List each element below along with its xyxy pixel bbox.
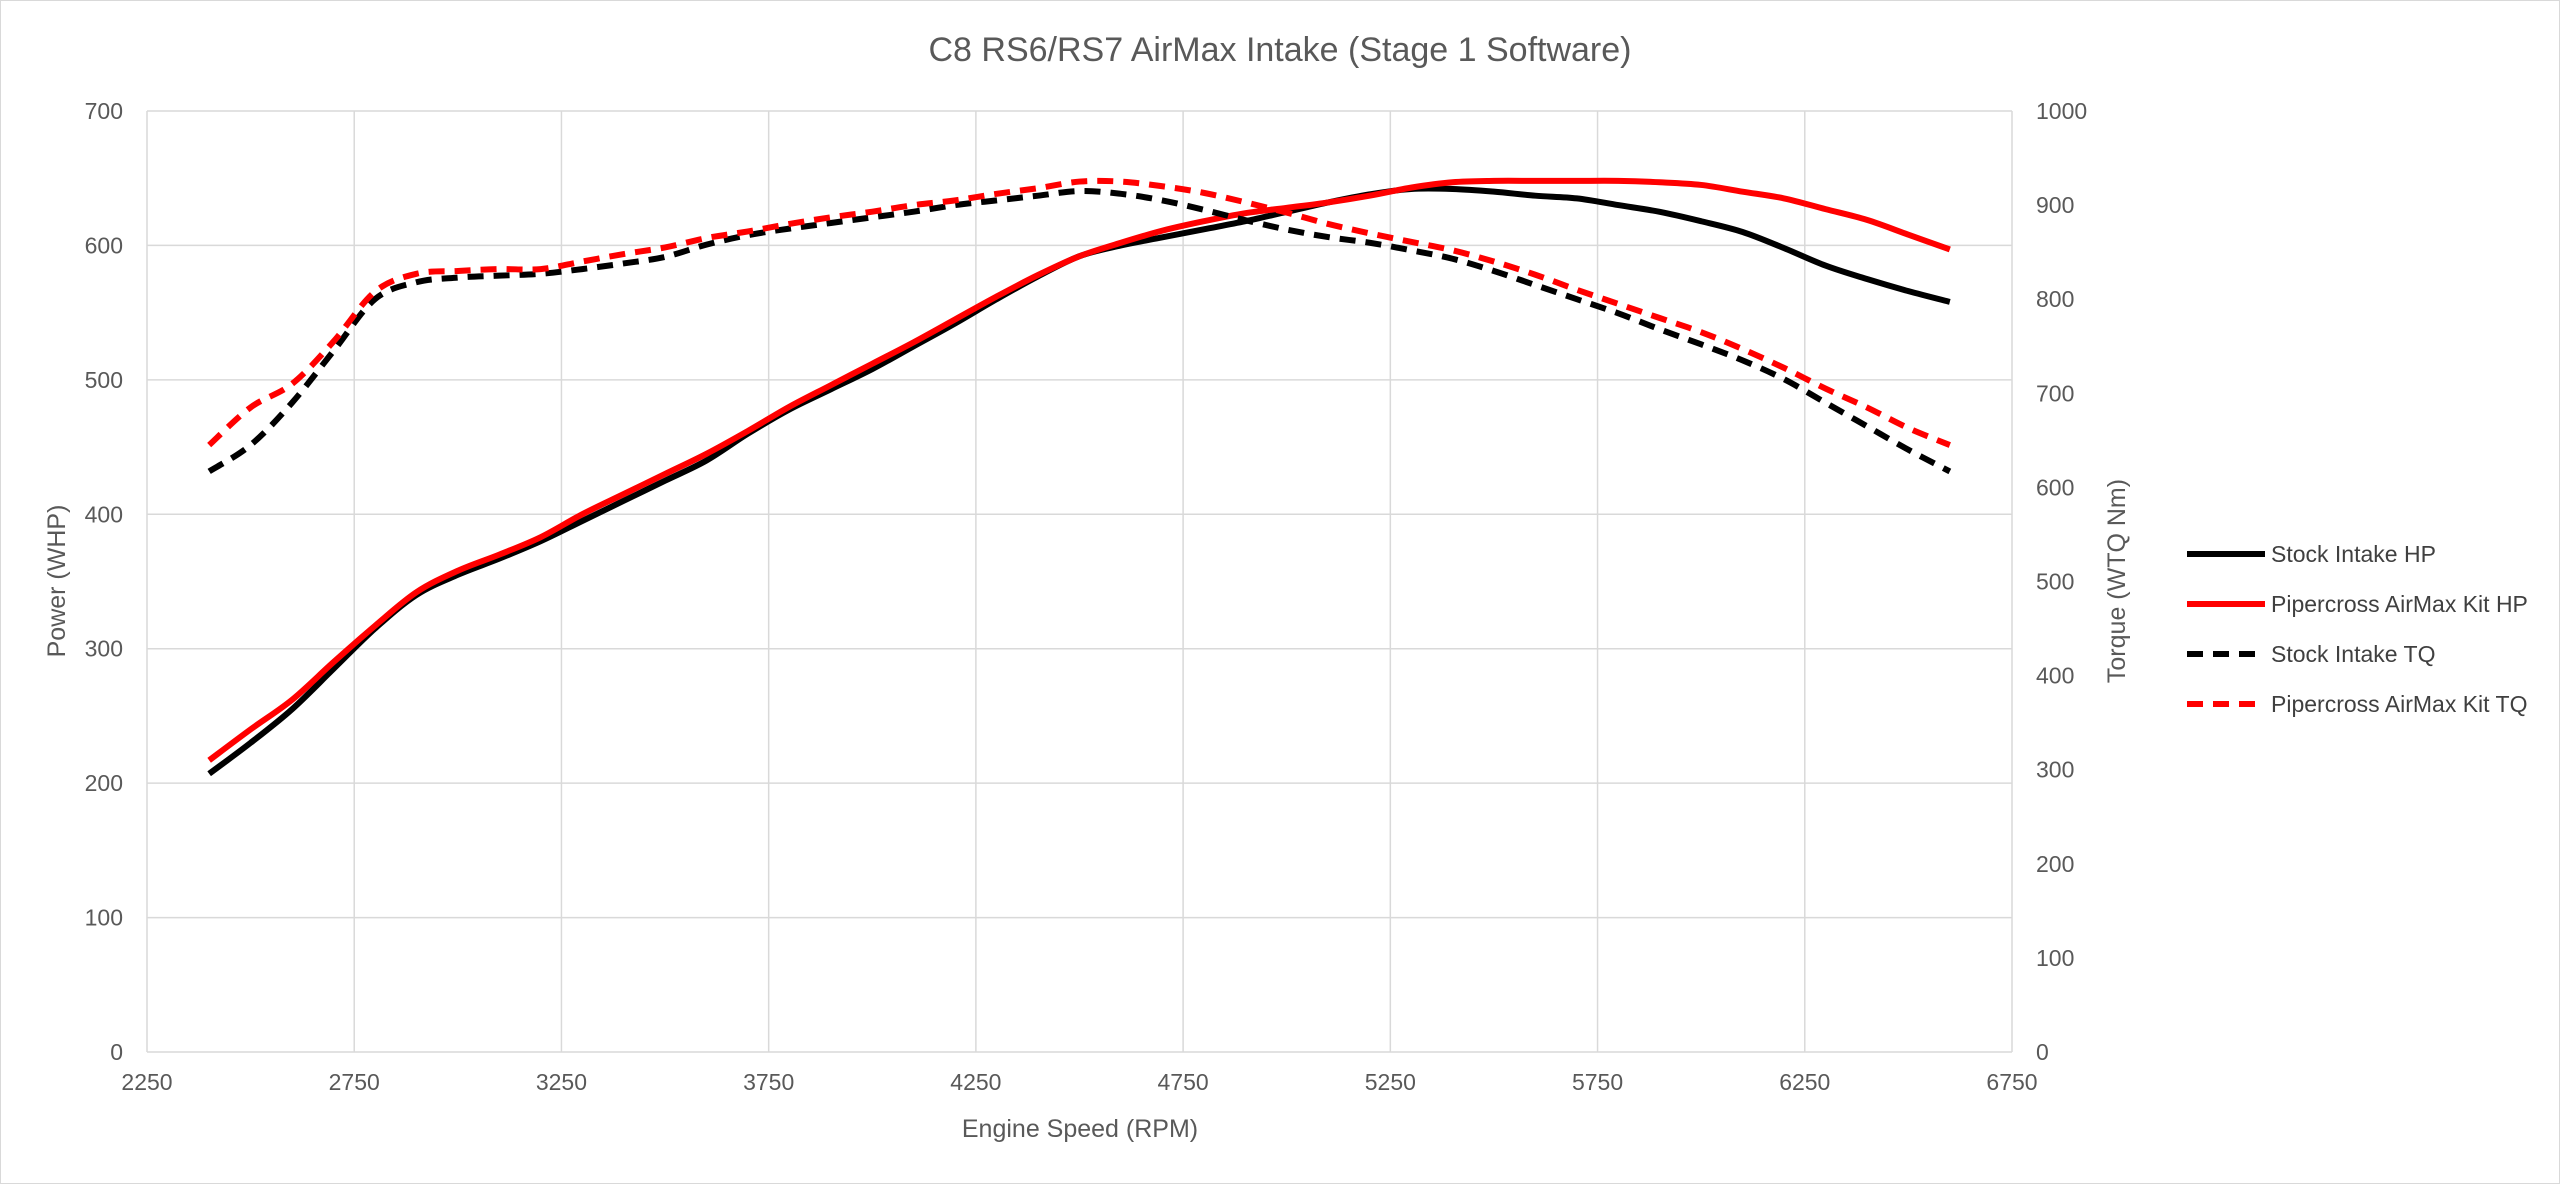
y2-tick-label: 0 <box>2036 1039 2049 1065</box>
legend-label: Pipercross AirMax Kit HP <box>2271 591 2528 617</box>
legend-item-pipercross-airmax-kit-hp: Pipercross AirMax Kit HP <box>2187 591 2528 617</box>
x-tick-label: 5250 <box>1365 1069 1416 1095</box>
series-lines <box>207 177 1952 777</box>
legend-item-stock-intake-tq: Stock Intake TQ <box>2187 641 2435 667</box>
y2-tick-label: 900 <box>2036 192 2074 218</box>
series-line-stock-intake-tq <box>207 187 1952 475</box>
series-line-pipercross-airmax-kit-hp <box>207 177 1951 763</box>
y2-tick-label: 300 <box>2036 757 2074 783</box>
y2-tick-label: 600 <box>2036 474 2074 500</box>
x-tick-label: 3750 <box>743 1069 794 1095</box>
y2-tick-label: 500 <box>2036 569 2074 595</box>
legend-item-stock-intake-hp: Stock Intake HP <box>2187 541 2436 567</box>
y-tick-label: 400 <box>85 501 123 527</box>
y-tick-label: 500 <box>85 367 123 393</box>
y-tick-label: 100 <box>85 905 123 931</box>
axes: 2250 2750 3250 3750 4250 4750 5250 5750 6250 6750… <box>85 98 2088 1095</box>
y2-tick-label: 800 <box>2036 286 2074 312</box>
legend-label: Pipercross AirMax Kit TQ <box>2271 691 2527 717</box>
x-tick-label: 6250 <box>1779 1069 1830 1095</box>
y-tick-label: 200 <box>85 770 123 796</box>
y2-tick-label: 400 <box>2036 663 2074 689</box>
y2-tick-label: 700 <box>2036 380 2074 406</box>
x-tick-label: 2750 <box>329 1069 380 1095</box>
legend-item-pipercross-airmax-kit-tq: Pipercross AirMax Kit TQ <box>2187 691 2527 717</box>
y2-tick-label: 200 <box>2036 851 2074 877</box>
y-tick-label: 0 <box>110 1039 123 1065</box>
series-line-pipercross-airmax-kit-tq <box>207 177 1951 448</box>
x-axis-title: Engine Speed (RPM) <box>962 1115 1198 1143</box>
x-tick-label: 6750 <box>1986 1069 2037 1095</box>
x-tick-label: 5750 <box>1572 1069 1623 1095</box>
chart-title: C8 RS6/RS7 AirMax Intake (Stage 1 Softwa… <box>929 31 1632 69</box>
y-tick-label: 600 <box>85 232 123 258</box>
x-tick-label: 2250 <box>121 1069 172 1095</box>
gridlines <box>146 110 2013 1053</box>
y2-tick-label: 1000 <box>2036 98 2087 124</box>
y-tick-label: 700 <box>85 98 123 124</box>
x-tick-label: 3250 <box>536 1069 587 1095</box>
x-tick-label: 4250 <box>950 1069 1001 1095</box>
y2-axis-title: Torque (WTQ Nm) <box>2103 479 2131 683</box>
legend-label: Stock Intake HP <box>2271 541 2436 567</box>
y-axis-title: Power (WHP) <box>43 505 71 658</box>
legend: Stock Intake HP Pipercross AirMax Kit HP S… <box>2187 541 2528 717</box>
legend-label: Stock Intake TQ <box>2271 641 2435 667</box>
y2-tick-label: 100 <box>2036 945 2074 971</box>
y-tick-label: 300 <box>85 636 123 662</box>
x-tick-label: 4750 <box>1158 1069 1209 1095</box>
